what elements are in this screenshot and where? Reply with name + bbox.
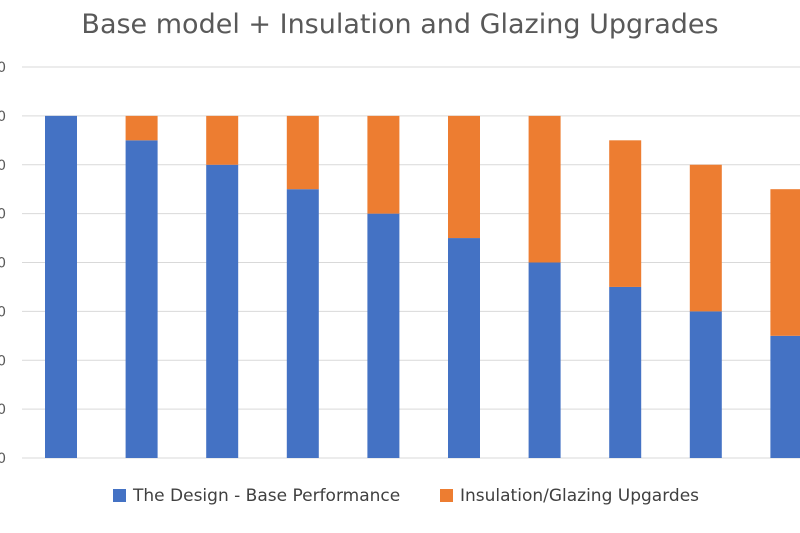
y-tick-label: 0: [0, 109, 6, 125]
y-tick-label: 0: [0, 60, 6, 76]
bar-upgrades: [609, 140, 642, 287]
y-tick-label: 0: [0, 158, 6, 174]
bar-base-performance: [448, 238, 480, 458]
bar-base-performance: [286, 189, 319, 458]
bar-base-performance: [689, 311, 722, 458]
y-axis-tick-labels: 0 0 0 0 0 0 0 0 0: [0, 60, 6, 467]
y-tick-label: 0: [0, 256, 6, 272]
bar-upgrades: [206, 115, 239, 165]
bar-upgrades: [286, 115, 319, 190]
legend: The Design - Base Performance Insulation…: [113, 486, 699, 506]
legend-label-base: The Design - Base Performance: [132, 486, 400, 506]
bar-upgrades: [125, 115, 158, 141]
bar-upgrades: [689, 164, 722, 312]
bar-base-performance: [206, 164, 239, 458]
y-tick-label: 0: [0, 304, 6, 320]
bar-upgrades: [528, 115, 561, 263]
bar-base-performance: [45, 115, 77, 458]
bars: [45, 115, 800, 458]
bar-base-performance: [125, 140, 158, 458]
bar-upgrades: [367, 115, 400, 214]
legend-swatch-base: [113, 489, 126, 502]
y-tick-label: 0: [0, 451, 6, 467]
bar-base-performance: [528, 262, 561, 458]
bar-base-performance: [770, 335, 800, 458]
y-tick-label: 0: [0, 207, 6, 223]
bar-base-performance: [367, 213, 400, 458]
legend-swatch-upgrades: [440, 489, 453, 502]
bar-upgrades: [448, 115, 480, 239]
y-tick-label: 0: [0, 353, 6, 369]
bar-base-performance: [609, 286, 642, 458]
legend-label-upgrades: Insulation/Glazing Upgardes: [460, 486, 699, 506]
y-tick-label: 0: [0, 402, 6, 418]
chart-title: Base model + Insulation and Glazing Upgr…: [81, 9, 718, 40]
bar-upgrades: [770, 189, 800, 336]
